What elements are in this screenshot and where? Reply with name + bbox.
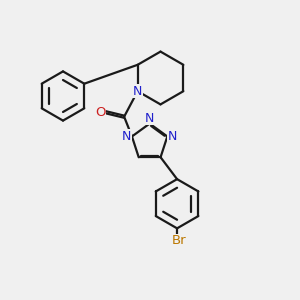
Text: N: N <box>145 112 154 125</box>
Text: N: N <box>122 130 131 143</box>
Text: Br: Br <box>171 234 186 248</box>
Text: N: N <box>133 85 142 98</box>
Text: O: O <box>95 106 105 119</box>
Text: N: N <box>168 130 177 143</box>
